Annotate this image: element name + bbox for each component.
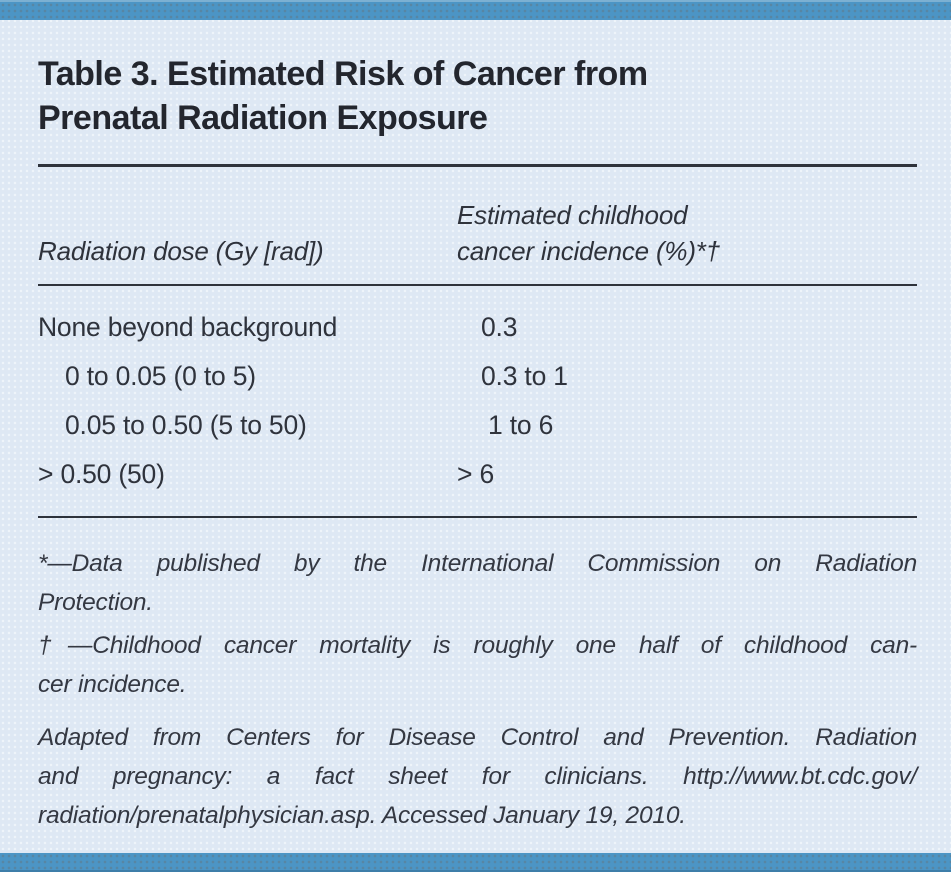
column-header-incidence-line-2: cancer incidence (%)*† (457, 236, 720, 266)
title-divider-rule (38, 164, 917, 167)
column-header-dose: Radiation dose (Gy [rad]) (38, 236, 324, 266)
bottom-border-bar (0, 853, 951, 872)
table-row: 0 to 0.05 (0 to 5) 0.3 to 1 (38, 363, 917, 390)
incidence-cell: 0.3 to 1 (481, 361, 568, 391)
table-row: None beyond background 0.3 (38, 314, 917, 341)
panel-content: Table 3. Estimated Risk of Cancer from P… (38, 18, 917, 835)
source-attribution-line-2: and pregnancy: a fact sheet for clinicia… (38, 763, 917, 790)
footnote-dagger-line-1: †—Childhood cancer mortality is roughly … (38, 632, 917, 659)
incidence-cell: 0.3 (481, 312, 518, 342)
dose-cell: > 0.50 (50) (38, 459, 165, 489)
table-title-line-1: Table 3. Estimated Risk of Cancer from (38, 55, 648, 93)
footnote-asterisk-line-2: Protection. (38, 589, 153, 616)
incidence-cell: > 6 (457, 459, 494, 489)
footer-divider-rule (38, 516, 917, 518)
column-header-incidence: Estimated childhood cancer incidence (%)… (457, 197, 917, 269)
table-body: None beyond background 0.3 0 to 0.05 (0 … (38, 314, 917, 488)
header-divider-rule (38, 284, 917, 286)
table-header-row: Radiation dose (Gy [rad]) Estimated chil… (38, 197, 917, 269)
dose-cell: 0.05 to 0.50 (5 to 50) (65, 410, 307, 440)
table-row: > 0.50 (50) > 6 (38, 461, 917, 488)
footnote-dagger-line-2: cer incidence. (38, 671, 187, 698)
dose-cell: 0 to 0.05 (0 to 5) (65, 361, 256, 391)
dose-cell: None beyond background (38, 312, 338, 342)
source-attribution-line-3: radiation/prenatalphysician.asp. Accesse… (38, 802, 686, 829)
footnote-asterisk: *—Data published by the International Co… (38, 544, 917, 622)
incidence-cell: 1 to 6 (488, 410, 554, 440)
column-header-incidence-line-1: Estimated childhood (457, 200, 688, 230)
source-attribution: Adapted from Centers for Disease Control… (38, 718, 917, 835)
footnotes: *—Data published by the International Co… (38, 544, 917, 835)
table-title-line-2: Prenatal Radiation Exposure (38, 99, 488, 137)
footnote-asterisk-line-1: *—Data published by the International Co… (38, 550, 917, 577)
top-border-bar (0, 0, 951, 20)
table-row: 0.05 to 0.50 (5 to 50) 1 to 6 (38, 412, 917, 439)
footnote-dagger: †—Childhood cancer mortality is roughly … (38, 626, 917, 704)
source-attribution-line-1: Adapted from Centers for Disease Control… (38, 724, 917, 751)
table-title: Table 3. Estimated Risk of Cancer from P… (38, 52, 917, 140)
